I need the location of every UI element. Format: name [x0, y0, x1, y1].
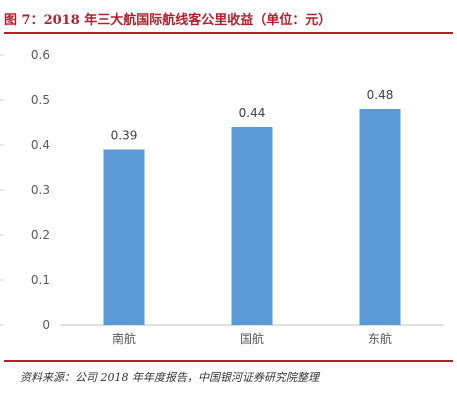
x-category-label: 东航 [368, 331, 392, 346]
y-tick-label: 0.6 [31, 48, 50, 62]
chart-area: 0 0.1 0.2 0.3 0.4 0.5 0.6 0.39 南航 0.44 国航 0.48 东航 [0, 36, 457, 358]
footer-rule [4, 360, 453, 362]
bar-1 [231, 127, 273, 325]
chart-title: 图 7：2018 年三大航国际航线客公里收益（单位：元） [4, 13, 332, 28]
bar-2 [359, 109, 401, 325]
bar-0 [103, 149, 145, 325]
source-note: 资料来源：公司 2018 年年度报告，中国银河证券研究院整理 [20, 371, 319, 384]
bar-value-label: 0.39 [111, 129, 138, 143]
y-tick-label: 0 [42, 318, 50, 332]
title-bar: 图 7：2018 年三大航国际航线客公里收益（单位：元） [4, 6, 453, 34]
y-tick-label: 0.4 [31, 138, 50, 152]
y-tick-label: 0.3 [31, 183, 50, 197]
bar-value-label: 0.48 [367, 88, 394, 102]
y-tick-label: 0.5 [31, 93, 50, 107]
x-category-label: 国航 [240, 331, 264, 346]
y-tick-label: 0.1 [31, 273, 50, 287]
y-tick-label: 0.2 [31, 228, 50, 242]
bar-value-label: 0.44 [239, 106, 266, 120]
bar-chart: 0 0.1 0.2 0.3 0.4 0.5 0.6 0.39 南航 0.44 国航 0.48 东航 [0, 48, 444, 346]
x-category-label: 南航 [112, 331, 136, 346]
